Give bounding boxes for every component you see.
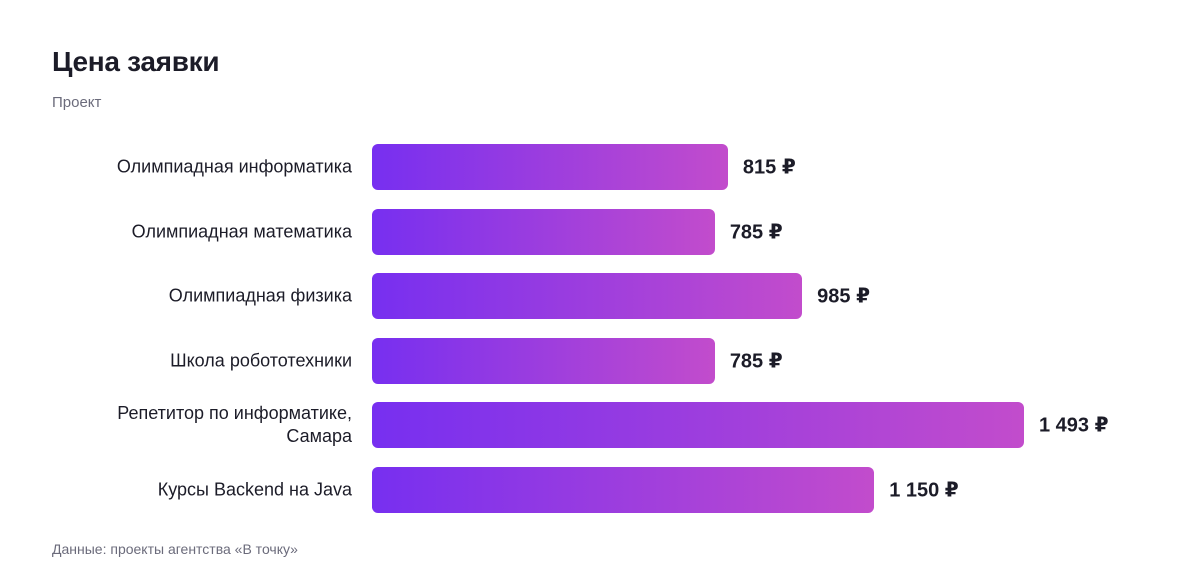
bar bbox=[372, 466, 875, 513]
value-label: 1 150 ₽ bbox=[889, 479, 959, 501]
source-note: Данные: проекты агентства «В точку» bbox=[52, 541, 298, 557]
chart-subtitle: Проект bbox=[52, 94, 102, 111]
value-label: 785 ₽ bbox=[729, 350, 783, 372]
bar bbox=[372, 273, 803, 319]
bar bbox=[372, 208, 715, 255]
bar bbox=[372, 144, 728, 190]
value-label: 985 ₽ bbox=[817, 285, 870, 308]
value-label: 1 493 ₽ bbox=[1039, 414, 1109, 437]
category-label: Курсы Backend на Java bbox=[157, 479, 352, 499]
bar bbox=[372, 337, 715, 384]
category-label: Школа робототехники bbox=[170, 350, 352, 370]
value-label: 785 ₽ bbox=[729, 221, 783, 243]
category-label: Олимпиадная физика bbox=[168, 285, 352, 306]
category-label: Репетитор по информатике, Самара bbox=[117, 403, 352, 446]
category-label: Олимпиадная математика bbox=[131, 221, 352, 241]
category-label: Олимпиадная информатика bbox=[116, 156, 352, 177]
value-label: 815 ₽ bbox=[742, 156, 796, 179]
chart-title: Цена заявки bbox=[52, 46, 220, 77]
bar bbox=[372, 402, 1024, 448]
